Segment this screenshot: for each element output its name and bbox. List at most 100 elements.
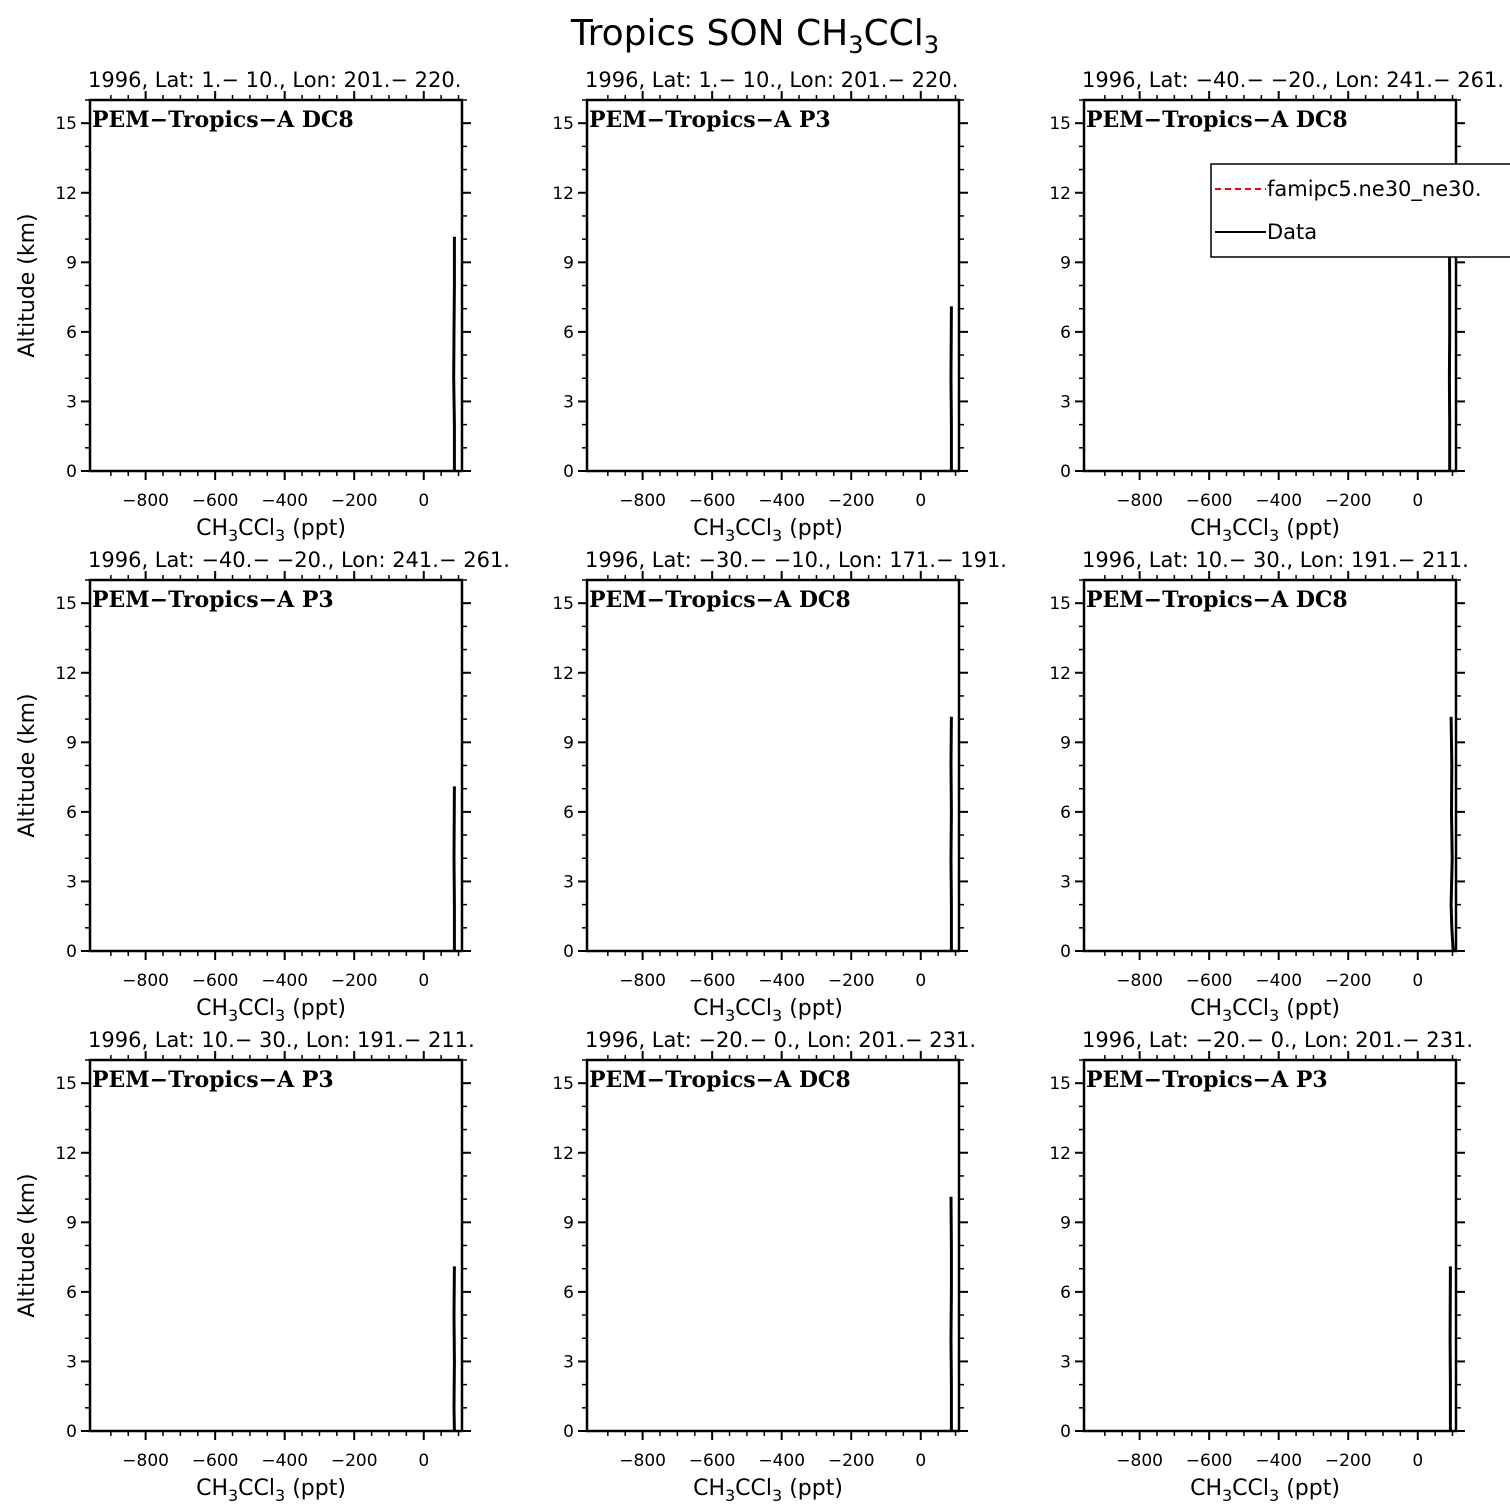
y-tick-label: 9: [66, 733, 77, 753]
x-tick-label: −400: [1255, 1451, 1302, 1471]
mission-label: PEM−Tropics−A P3: [92, 587, 334, 613]
panel-subtitle: 1996, Lat: 10.− 30., Lon: 191.− 211.: [88, 1028, 475, 1052]
x-tick-label: −800: [122, 1451, 169, 1471]
legend-box: [1210, 163, 1510, 258]
x-tick-label: −600: [1186, 491, 1233, 511]
x-tick-label: −400: [758, 1451, 805, 1471]
x-axis-label: CH3CCl3 (ppt): [1190, 996, 1340, 1025]
x-tick-label: −600: [1186, 971, 1233, 991]
y-tick-label: 12: [552, 664, 574, 684]
y-tick-label: 15: [1049, 1074, 1071, 1094]
y-tick-label: 15: [552, 1074, 574, 1094]
mission-label: PEM−Tropics−A P3: [92, 1067, 334, 1093]
x-tick-label: −600: [192, 1451, 239, 1471]
y-tick-label: 0: [1060, 462, 1071, 482]
x-tick-label: −200: [828, 971, 875, 991]
x-tick-label: −400: [261, 971, 308, 991]
y-tick-label: 3: [563, 392, 574, 412]
x-tick-label: −200: [828, 491, 875, 511]
x-tick-label: −600: [689, 1451, 736, 1471]
y-tick-label: 6: [1060, 323, 1071, 343]
x-axis-label: CH3CCl3 (ppt): [196, 1476, 346, 1505]
y-tick-label: 0: [563, 1422, 574, 1442]
mission-label: PEM−Tropics−A DC8: [1086, 107, 1348, 133]
y-tick-label: 9: [66, 1213, 77, 1233]
y-tick-label: 9: [1060, 253, 1071, 273]
y-tick-label: 15: [55, 114, 77, 134]
y-tick-label: 0: [66, 462, 77, 482]
panel: 0 3 6 9 12 15 −800 −600 −400 −200 0 CH3CCl3 (ppt) 19…: [1049, 1028, 1473, 1505]
y-axis-label: Altitude (km): [15, 693, 40, 837]
x-axis-label: CH3CCl3 (ppt): [196, 516, 346, 545]
mission-label: PEM−Tropics−A DC8: [1086, 587, 1348, 613]
panel-subtitle: 1996, Lat: −20.− 0., Lon: 201.− 231.: [1082, 1028, 1473, 1052]
panel: 0 3 6 9 12 15 −800 −600 −400 −200 0 CH3CCl3 (ppt) 19…: [1049, 548, 1468, 1025]
y-axis-label: Altitude (km): [15, 1173, 40, 1317]
x-tick-label: −200: [1325, 491, 1372, 511]
mission-label: PEM−Tropics−A P3: [589, 107, 831, 133]
x-tick-label: 0: [915, 971, 926, 991]
plot-frame: [1082, 1058, 1458, 1433]
x-tick-label: −200: [331, 1451, 378, 1471]
x-tick-label: −600: [1186, 1451, 1233, 1471]
x-axis-label: CH3CCl3 (ppt): [1190, 516, 1340, 545]
y-tick-label: 12: [1049, 184, 1071, 204]
y-tick-label: 0: [1060, 942, 1071, 962]
x-tick-label: −400: [1255, 971, 1302, 991]
x-tick-label: 0: [418, 491, 429, 511]
x-tick-label: 0: [1412, 491, 1423, 511]
y-tick-label: 12: [55, 184, 77, 204]
x-tick-label: 0: [418, 1451, 429, 1471]
panel-subtitle: 1996, Lat: 1.− 10., Lon: 201.− 220.: [585, 68, 958, 92]
mission-label: PEM−Tropics−A DC8: [92, 107, 354, 133]
x-axis-label: CH3CCl3 (ppt): [693, 1476, 843, 1505]
y-tick-label: 12: [55, 1144, 77, 1164]
y-tick-label: 6: [1060, 1283, 1071, 1303]
y-tick-label: 3: [66, 872, 77, 892]
y-tick-label: 6: [563, 1283, 574, 1303]
y-tick-label: 15: [1049, 594, 1071, 614]
panel-subtitle: 1996, Lat: 1.− 10., Lon: 201.− 220.: [88, 68, 461, 92]
y-tick-label: 0: [66, 942, 77, 962]
x-tick-label: 0: [915, 491, 926, 511]
y-tick-label: 3: [1060, 872, 1071, 892]
x-tick-label: −800: [619, 491, 666, 511]
x-axis-label: CH3CCl3 (ppt): [693, 996, 843, 1025]
x-tick-label: 0: [915, 1451, 926, 1471]
x-tick-label: −600: [689, 971, 736, 991]
y-tick-label: 6: [66, 323, 77, 343]
plot-frame: [88, 578, 464, 953]
x-tick-label: −800: [122, 491, 169, 511]
panel-subtitle: 1996, Lat: −20.− 0., Lon: 201.− 231.: [585, 1028, 976, 1052]
x-tick-label: −200: [828, 1451, 875, 1471]
panel: 0 3 6 9 12 15 −800 −600 −400 −200 0 CH3CCl3 (ppt) 19…: [1049, 68, 1504, 545]
y-tick-label: 9: [1060, 733, 1071, 753]
x-axis-label: CH3CCl3 (ppt): [693, 516, 843, 545]
panel-subtitle: 1996, Lat: −40.− −20., Lon: 241.− 261.: [1082, 68, 1504, 92]
x-tick-label: −600: [192, 491, 239, 511]
x-axis-label: CH3CCl3 (ppt): [1190, 1476, 1340, 1505]
y-tick-label: 9: [563, 733, 574, 753]
y-tick-label: 6: [66, 803, 77, 823]
x-tick-label: −800: [619, 971, 666, 991]
y-tick-label: 6: [1060, 803, 1071, 823]
x-tick-label: −400: [1255, 491, 1302, 511]
x-tick-label: −400: [758, 971, 805, 991]
figure-title: Tropics SON CH3CCl3: [570, 13, 939, 59]
panel: 0 3 6 9 12 15 −800 −600 −400 −200 0 CH3CCl3 (ppt) 19…: [552, 1028, 976, 1505]
y-tick-label: 0: [66, 1422, 77, 1442]
plot-frame: [88, 98, 464, 473]
y-tick-label: 9: [563, 1213, 574, 1233]
legend-model-label: famipc5.ne30_ne30.: [1267, 177, 1482, 202]
x-tick-label: −800: [1116, 971, 1163, 991]
x-tick-label: −600: [689, 491, 736, 511]
y-tick-label: 6: [563, 323, 574, 343]
legend-data-label: Data: [1267, 220, 1317, 244]
plot-frame: [1082, 578, 1458, 953]
y-tick-label: 12: [1049, 1144, 1071, 1164]
data-profile-line: [1449, 716, 1455, 952]
y-tick-label: 15: [55, 1074, 77, 1094]
y-tick-label: 3: [66, 1352, 77, 1372]
y-tick-label: 0: [563, 942, 574, 962]
